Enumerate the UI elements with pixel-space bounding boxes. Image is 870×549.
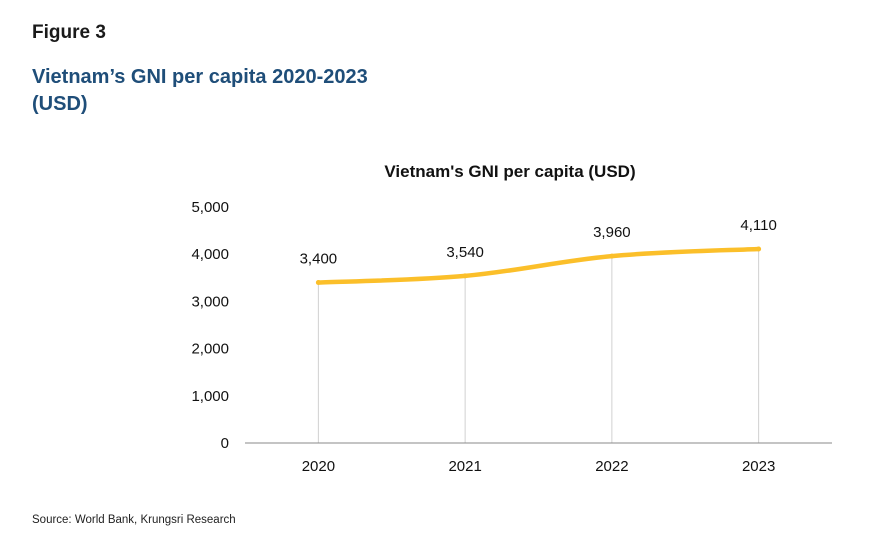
y-tick-label: 4,000 — [191, 246, 229, 263]
gni-series-line — [316, 246, 761, 285]
x-tick-label-2022: 2022 — [595, 458, 628, 475]
data-label-2020: 3,400 — [300, 251, 338, 268]
data-label-2023: 4,110 — [740, 217, 776, 234]
data-point-2020 — [315, 280, 321, 286]
x-tick-label-2020: 2020 — [302, 458, 335, 475]
chart-title: Vietnam's GNI per capita (USD) — [384, 162, 635, 181]
page-title-line-1: Vietnam’s GNI per capita 2020-2023 — [32, 66, 368, 88]
data-point-2023 — [756, 246, 762, 252]
source-note: Source: World Bank, Krungsri Research — [32, 514, 236, 526]
y-tick-label: 2,000 — [191, 341, 229, 358]
y-tick-label: 3,000 — [191, 293, 229, 310]
y-tick-label: 0 — [221, 435, 229, 452]
data-point-2022 — [609, 253, 615, 259]
y-tick-label: 1,000 — [191, 388, 229, 405]
page-title: Vietnam’s GNI per capita 2020-2023 (USD) — [32, 64, 368, 118]
data-label-2021: 3,540 — [446, 244, 484, 261]
x-tick-label-2023: 2023 — [742, 458, 775, 475]
data-label-2022: 3,960 — [593, 224, 631, 241]
y-tick-label: 5,000 — [191, 199, 229, 216]
page-title-line-2: (USD) — [32, 93, 88, 115]
data-point-2021 — [462, 273, 468, 279]
x-tick-label-2021: 2021 — [448, 458, 481, 475]
figure-label: Figure 3 — [32, 22, 106, 43]
